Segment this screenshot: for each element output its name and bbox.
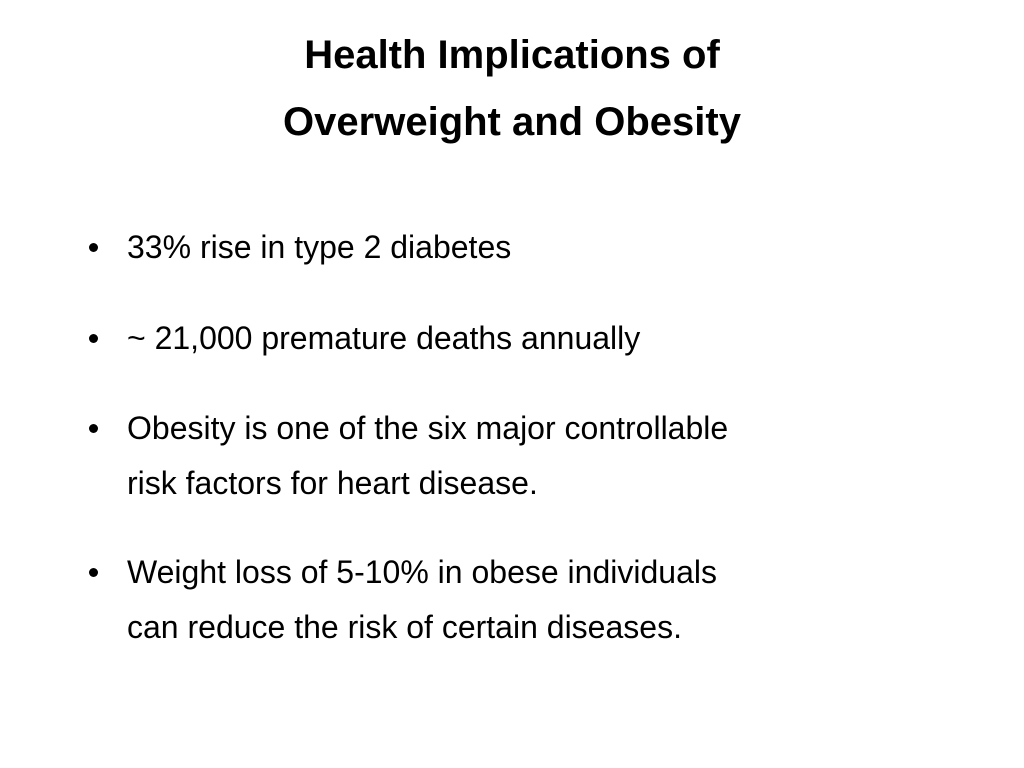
bullet-dot [89,424,98,433]
bullet-dot [89,334,98,343]
bullet-text: ~ 21,000 premature deaths annually [127,320,641,356]
bullet-text: Weight loss of 5-10% in obese individual… [127,554,717,590]
slide-title: Health Implications of [304,33,720,77]
slide-title: Overweight and Obesity [283,100,741,144]
bullet-text: 33% rise in type 2 diabetes [127,229,512,265]
bullet-text: Obesity is one of the six major controll… [127,410,729,446]
bullet-text: can reduce the risk of certain diseases. [127,609,682,645]
bullet-dot [89,568,98,577]
bullet-dot [89,243,98,252]
bullet-text: risk factors for heart disease. [127,465,538,501]
